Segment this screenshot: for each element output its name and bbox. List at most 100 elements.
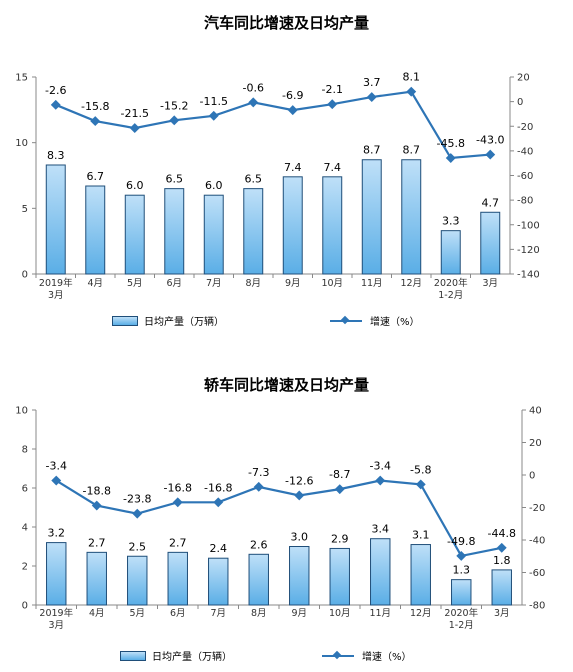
x-tick-label-line: 7月: [210, 608, 226, 619]
x-tick-label: 12月: [400, 278, 422, 289]
bar: [480, 211, 501, 275]
car-chart-plot: 0 5 10 15 -140 -120 -100 -80 -60 -40 -20 0 20 8.3 6.7 6…: [15, 71, 540, 301]
right-tick-label: 0: [529, 471, 535, 482]
x-tick-label-line: 9月: [291, 608, 307, 619]
x-tick-label: 12月: [410, 608, 432, 619]
x-tick-label-line: 4月: [89, 608, 105, 619]
x-tick-label: 6月: [170, 608, 186, 619]
bar: [491, 569, 512, 606]
right-tick-label: -80: [517, 196, 533, 207]
growth-point: [132, 508, 143, 519]
x-tick-label-line: 2019年: [39, 607, 73, 619]
bar-value-label: 3.1: [412, 529, 430, 542]
x-tick-label-line: 4月: [87, 278, 103, 289]
x-tick-label: 5月: [127, 278, 143, 289]
growth-point: [456, 550, 467, 561]
growth-point: [334, 484, 345, 495]
bar-value-label: 7.4: [284, 161, 302, 174]
right-tick-label: 20: [529, 438, 542, 449]
bar: [289, 546, 310, 606]
legend-line-label: 增速（%）: [362, 652, 412, 663]
growth-value-label: -5.8: [410, 463, 431, 476]
bar-value-label: 2.7: [88, 536, 106, 549]
x-tick-label-line: 12月: [400, 278, 422, 289]
bar: [85, 185, 106, 275]
bar-value-label: 3.4: [372, 523, 390, 536]
legend-line: 增速（%）: [322, 648, 412, 663]
legend-bar-swatch: [112, 315, 138, 326]
x-tick-label: 2019年 3月: [39, 277, 73, 301]
x-tick-label-line: 8月: [251, 608, 267, 619]
bar-value-label: 3.2: [48, 527, 66, 540]
x-tick-label-line: 3月: [48, 290, 64, 301]
growth-point: [90, 116, 101, 127]
bar-value-label: 2.6: [250, 538, 268, 551]
chart-title: 汽车同比增速及日均产量: [203, 14, 369, 32]
x-tick-label-line: 11月: [361, 278, 383, 289]
legend-line-swatch: [322, 654, 354, 657]
bar-value-label: 6.5: [166, 173, 184, 186]
x-tick-label-line: 1-2月: [449, 620, 474, 631]
x-tick-label: 4月: [89, 608, 105, 619]
x-tick-label-line: 6月: [166, 278, 182, 289]
growth-point: [496, 542, 507, 553]
bar-value-label: 8.7: [363, 144, 381, 157]
growth-point: [213, 497, 224, 508]
growth-value-label: -45.8: [437, 137, 465, 150]
left-tick-label: 0: [22, 270, 28, 281]
bar: [370, 538, 391, 606]
growth-line: [55, 479, 502, 558]
growth-point: [169, 115, 180, 126]
x-tick-label: 2019年 3月: [39, 607, 73, 631]
legend-line: 增速（%）: [330, 313, 420, 328]
bar-value-label: 4.7: [482, 196, 500, 209]
bar: [45, 164, 66, 275]
x-tick-label-line: 9月: [285, 278, 301, 289]
growth-point: [208, 110, 219, 121]
bar-value-label: 1.8: [493, 554, 511, 567]
left-tick-label: 6: [22, 484, 28, 495]
x-tick-label-line: 10月: [321, 278, 343, 289]
right-tick-label: -140: [517, 270, 540, 281]
legend-bar-label: 日均产量（万辆）: [152, 652, 232, 663]
bar-value-label: 2.4: [210, 542, 228, 555]
growth-point: [366, 92, 377, 103]
right-tick-label: 0: [517, 97, 523, 108]
left-tick-label: 5: [22, 204, 28, 215]
legend-bar: 日均产量（万辆）: [120, 648, 232, 663]
right-tick-label: -60: [529, 568, 545, 579]
bar: [46, 542, 67, 606]
x-tick-label-line: 1-2月: [438, 290, 463, 301]
right-tick-label: -100: [517, 220, 540, 231]
growth-point: [415, 479, 426, 490]
bar: [248, 553, 269, 606]
bar: [124, 194, 145, 275]
growth-value-label: -6.9: [282, 89, 303, 102]
x-tick-label: 3月: [494, 608, 510, 619]
x-tick-label: 11月: [369, 608, 391, 619]
left-tick-label: 2: [22, 562, 28, 573]
growth-value-label: -8.7: [329, 468, 350, 481]
left-tick-label: 0: [22, 601, 28, 612]
bar-value-label: 2.9: [331, 532, 349, 545]
growth-point: [50, 99, 61, 110]
growth-point: [248, 97, 259, 108]
growth-value-label: -18.8: [83, 485, 111, 498]
left-tick-label: 10: [15, 138, 28, 149]
legend-bar: 日均产量（万辆）: [112, 313, 224, 328]
growth-value-label: -2.1: [322, 83, 343, 96]
bar: [451, 579, 472, 606]
bar-value-label: 6.7: [87, 170, 105, 183]
legend-bar-swatch: [120, 650, 146, 661]
x-tick-label-line: 2020年: [434, 277, 468, 289]
bar: [361, 159, 382, 275]
growth-point: [445, 153, 456, 163]
bar-value-label: 2.5: [129, 540, 147, 553]
legend-line-swatch: [330, 319, 362, 322]
growth-value-label: -12.6: [285, 474, 313, 487]
legend-bar-label: 日均产量（万辆）: [144, 317, 224, 328]
x-tick-label-line: 3月: [482, 278, 498, 289]
left-tick-label: 4: [22, 523, 28, 534]
growth-point: [406, 86, 417, 97]
x-tick-label: 9月: [291, 608, 307, 619]
